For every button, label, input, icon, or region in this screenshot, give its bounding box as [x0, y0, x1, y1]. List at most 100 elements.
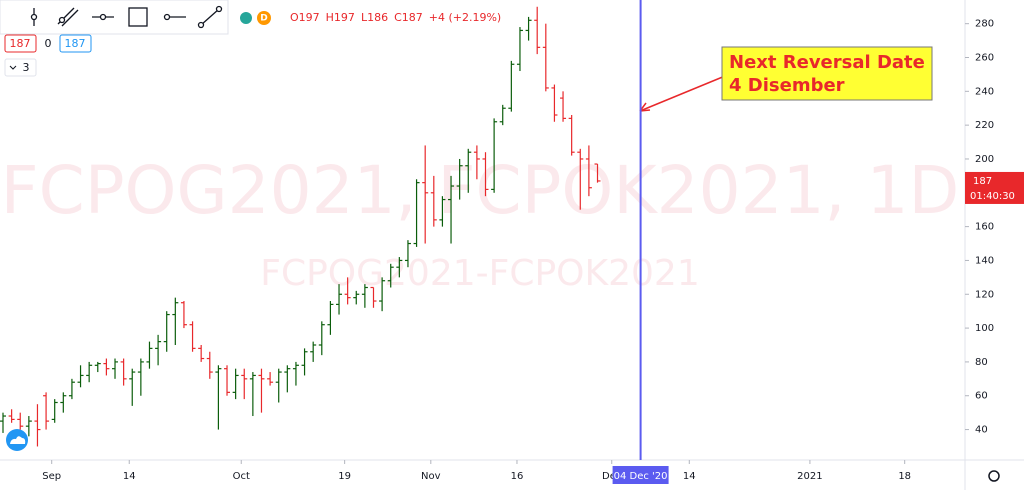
watermark-sub: FCPOG2021-FCPOK2021: [260, 253, 700, 294]
interval-box[interactable]: [4, 58, 37, 77]
plot: [0, 6, 601, 447]
y-tick-label: 200: [975, 154, 994, 165]
vline-label-bg: [612, 466, 669, 484]
badge: 187: [65, 37, 86, 50]
tool-icon[interactable]: [163, 13, 171, 21]
y-tick-label: 60: [975, 391, 988, 402]
ohlc-bar: [146, 341, 153, 369]
x-tick-label: 18: [898, 471, 911, 482]
ohlc-bar: [499, 104, 506, 126]
ohlc-bar: [0, 412, 6, 433]
x-tick-label: Sep: [42, 471, 61, 482]
countdown: 01:40:30: [970, 191, 1015, 202]
y-tick-label: 40: [975, 425, 988, 436]
price-tag: 187: [973, 176, 992, 187]
x-tick-label: 14: [123, 471, 136, 482]
ohlc-bar: [249, 372, 256, 417]
ohlc-bar: [232, 368, 239, 400]
x-tick-label: 16: [511, 471, 524, 482]
ohlc-bar: [396, 257, 403, 278]
interval-count: 3: [23, 61, 30, 74]
badge-box: [59, 34, 92, 53]
tool-icon[interactable]: [128, 7, 148, 27]
tool-icon[interactable]: [58, 16, 66, 24]
ohlc-legend: C187: [394, 11, 423, 24]
x-tick-label: Nov: [421, 471, 441, 482]
tool-icon[interactable]: [30, 13, 38, 21]
ohlc-bar: [516, 27, 523, 72]
ohlc-bar: [439, 196, 446, 227]
ohlc-bar: [292, 361, 299, 386]
price-tag-bg: [965, 171, 1024, 204]
ohlc-bar: [422, 145, 429, 244]
ohlc-legend: L186: [361, 11, 388, 24]
ohlc-bar: [155, 334, 162, 366]
ohlc-bar: [413, 179, 420, 247]
tool-icon[interactable]: [215, 5, 223, 13]
ohlc-bar: [430, 175, 437, 227]
ohlc-bar: [344, 277, 351, 305]
ohlc-bar: [129, 368, 136, 406]
ohlc-bar: [387, 263, 394, 288]
tool-icon[interactable]: [99, 13, 107, 21]
ohlc-bar: [25, 416, 32, 437]
ohlc-bar: [301, 348, 308, 376]
ohlc-bar: [508, 60, 515, 112]
ohlc-bar: [8, 409, 15, 423]
ohlc-bar: [267, 372, 274, 386]
ohlc-bar: [60, 392, 67, 413]
annotation-text: 4 Disember: [729, 75, 845, 96]
x-tick-label: Oct: [233, 471, 250, 482]
ohlc-bar: [568, 115, 575, 156]
y-tick-label: 140: [975, 255, 994, 266]
ohlc-bar: [577, 148, 584, 210]
tool-icon[interactable]: [200, 8, 220, 26]
ohlc-bar: [327, 301, 334, 335]
ohlc-bar: [284, 365, 291, 393]
ohlc-bar: [189, 321, 196, 352]
ohlc-bar: [370, 286, 377, 308]
ohlc-bar: [215, 365, 222, 430]
ohlc-bar: [224, 365, 231, 396]
x-tick-label: Dec: [602, 471, 621, 482]
ohlc-bar: [43, 392, 50, 430]
ohlc-bar: [206, 351, 213, 379]
ohlc-bar: [379, 277, 386, 312]
ohlc-bar: [585, 145, 592, 197]
ohlc-bar: [594, 163, 601, 183]
watermark: FCPOG2021, FCPOK2021, 1D: [1, 152, 960, 229]
status-dot: [240, 12, 252, 24]
y-tick-label: 220: [975, 120, 994, 131]
ohlc-bar: [180, 301, 187, 329]
y-tick-label: 100: [975, 323, 994, 334]
ohlc-bar: [241, 368, 248, 400]
symbol-letter: D: [260, 14, 267, 24]
ohlc-bar: [560, 91, 567, 122]
tool-icon[interactable]: [197, 21, 205, 29]
ohlc-bar: [482, 152, 489, 197]
ohlc-bar: [34, 404, 41, 447]
ohlc-bar: [361, 284, 368, 308]
symbol-badge: [257, 11, 271, 25]
ohlc-bar: [77, 365, 84, 388]
ohlc-bar: [112, 358, 119, 379]
ohlc-bar: [534, 6, 541, 55]
y-tick-label: 240: [975, 86, 994, 97]
y-tick-label: 80: [975, 357, 988, 368]
ohlc-bar: [404, 240, 411, 268]
annotation-text: Next Reversal Date: [729, 52, 925, 73]
badge-box: [4, 34, 37, 53]
ohlc-bar: [172, 297, 179, 345]
ohlc-bar: [103, 358, 110, 376]
ohlc-bar: [491, 118, 498, 193]
ohlc-bar: [456, 158, 463, 200]
ohlc-bar: [551, 84, 558, 122]
ohlc-bar: [465, 148, 472, 193]
ohlc-legend: +4 (+2.19%): [429, 11, 501, 24]
ohlc-bar: [94, 361, 101, 373]
settings-icon[interactable]: [988, 470, 1000, 482]
logo-cloud: [10, 436, 26, 444]
ohlc-bar: [542, 23, 549, 92]
tool-icon[interactable]: [61, 9, 79, 27]
